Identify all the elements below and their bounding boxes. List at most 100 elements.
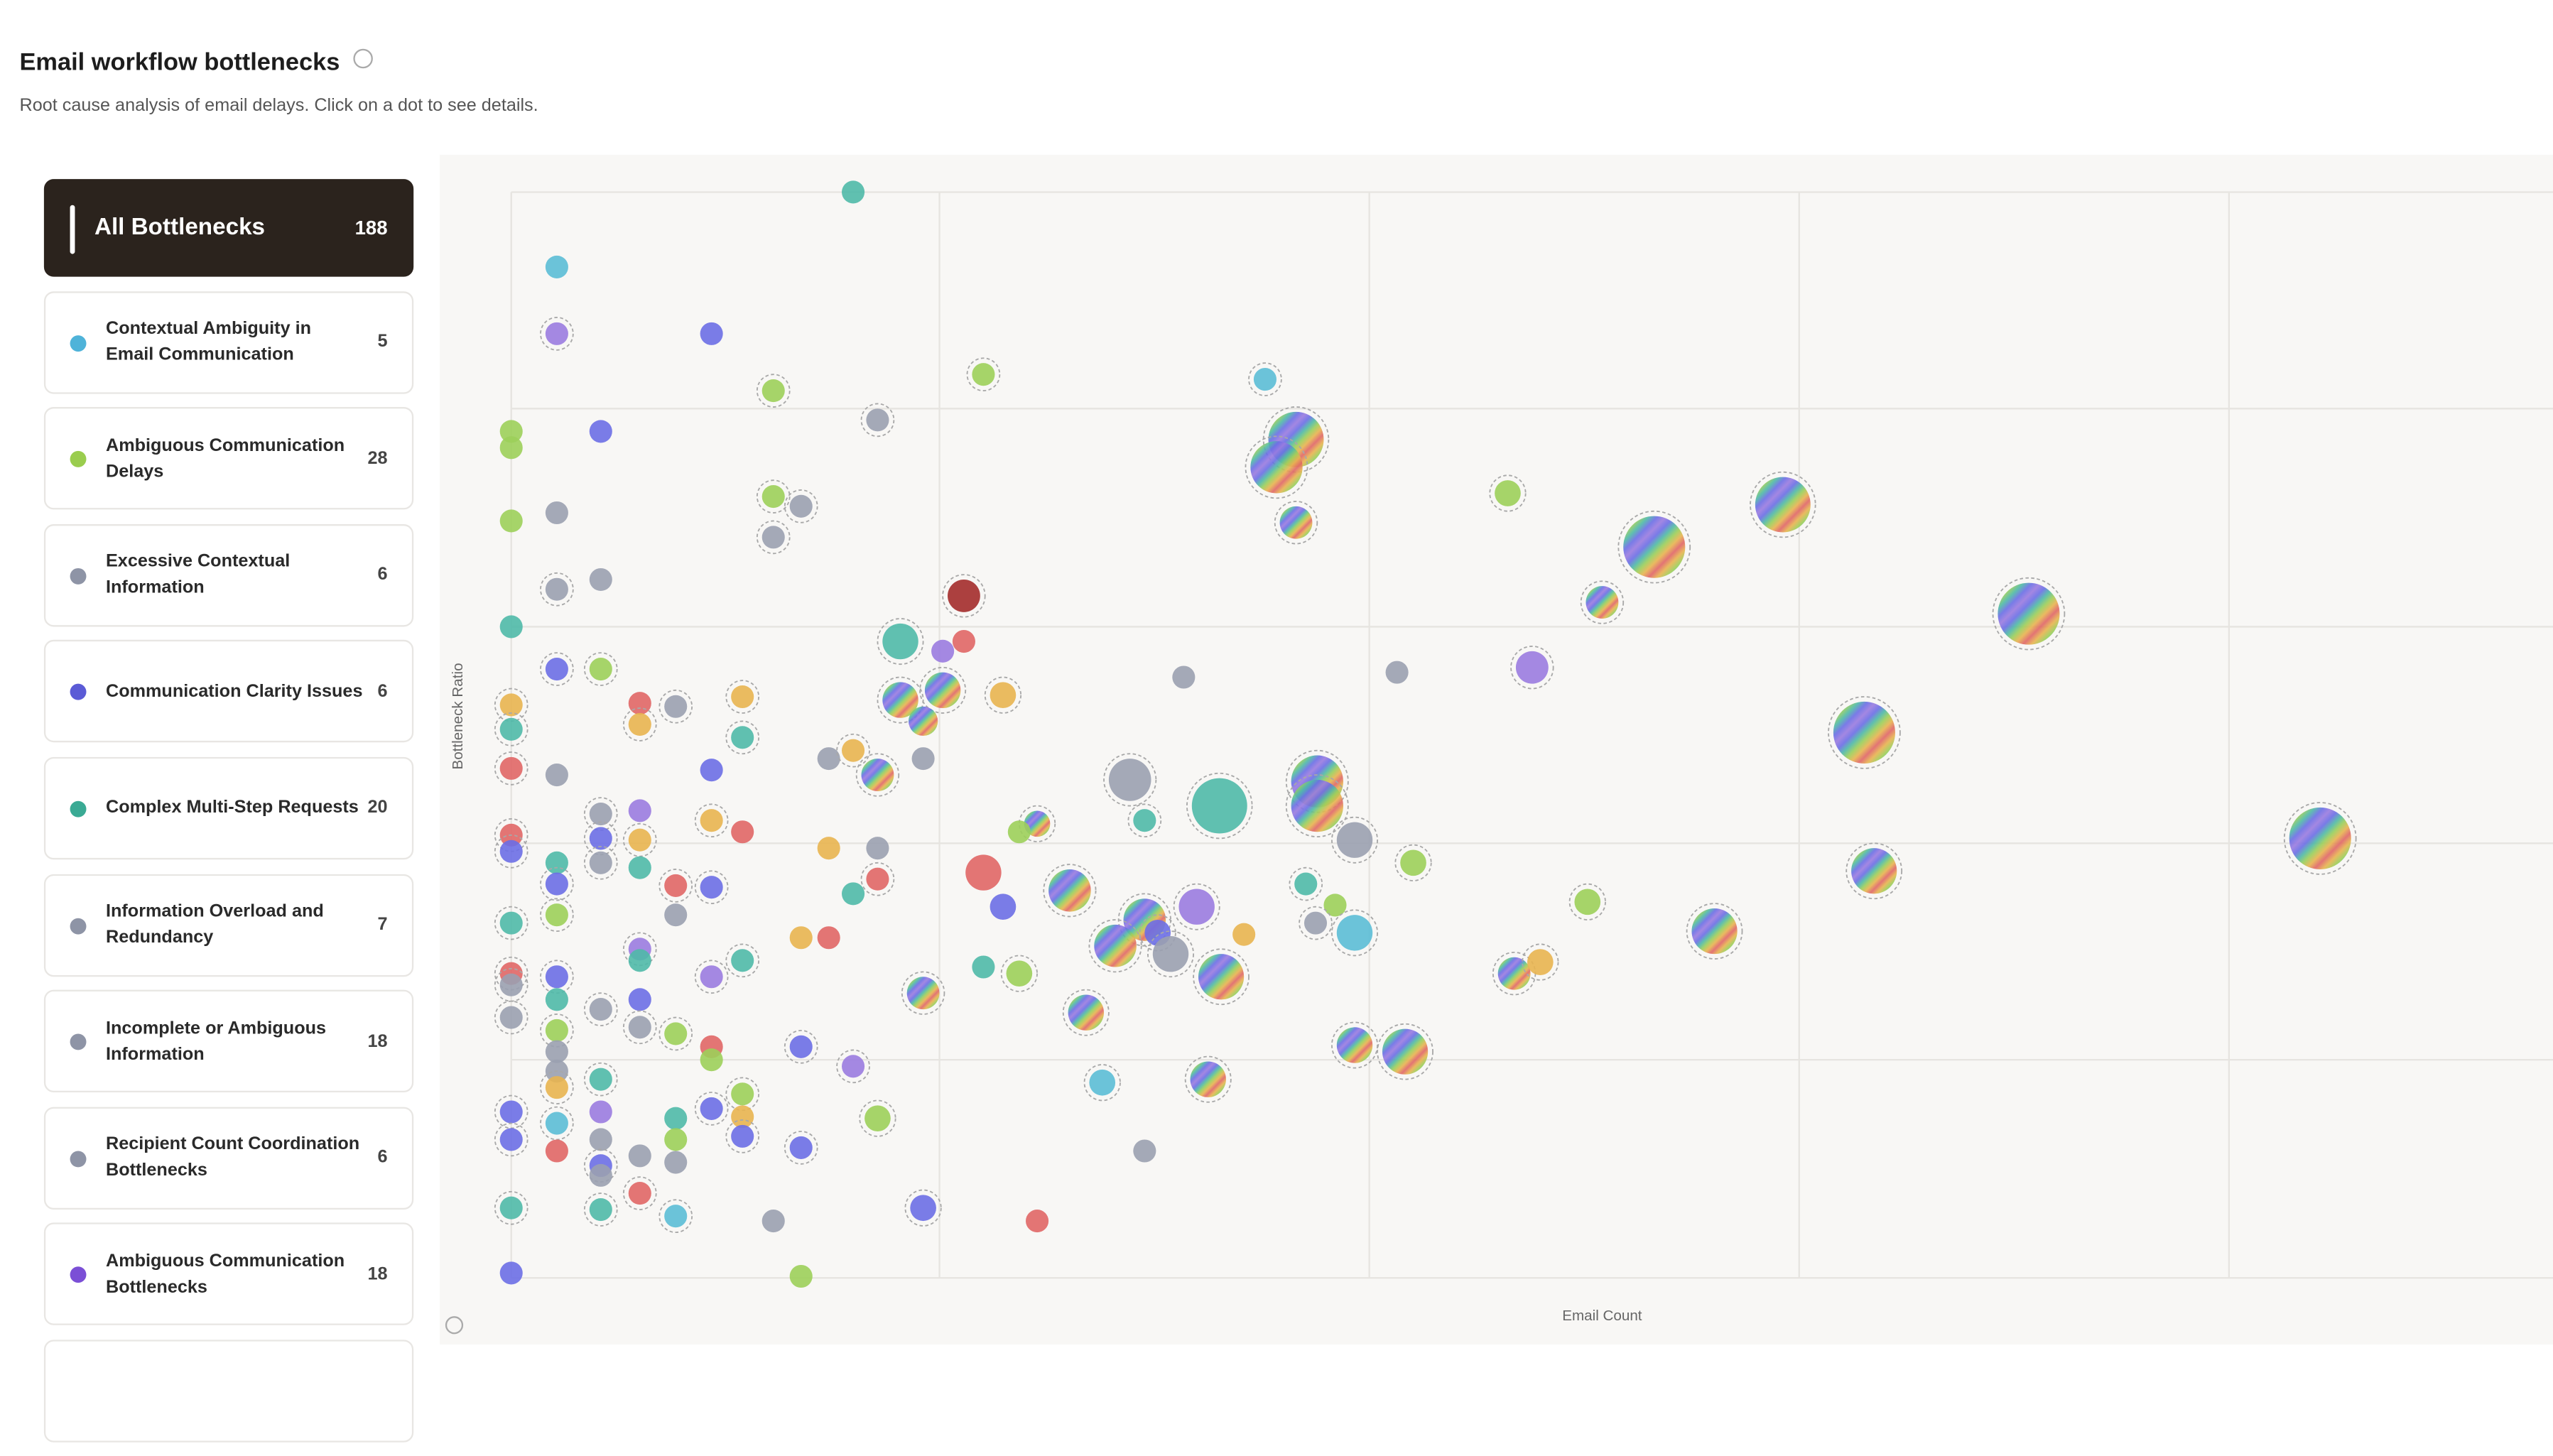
data-point[interactable]: [664, 1205, 688, 1228]
data-point[interactable]: [700, 1048, 723, 1072]
data-point[interactable]: [842, 739, 865, 762]
data-point[interactable]: [1586, 586, 1619, 619]
data-point[interactable]: [1089, 1069, 1116, 1096]
data-point[interactable]: [731, 949, 754, 972]
data-point[interactable]: [1291, 779, 1343, 832]
data-point[interactable]: [545, 851, 568, 874]
data-point[interactable]: [1253, 368, 1276, 391]
category-card[interactable]: Communication Clarity Issues 6: [43, 640, 414, 744]
category-card[interactable]: [43, 1340, 414, 1443]
data-point[interactable]: [545, 903, 568, 927]
data-point[interactable]: [1279, 506, 1313, 539]
data-point[interactable]: [1094, 924, 1137, 967]
data-point[interactable]: [589, 803, 612, 826]
data-point[interactable]: [910, 1195, 936, 1222]
data-point[interactable]: [1026, 1210, 1049, 1233]
data-point[interactable]: [664, 903, 688, 927]
data-point[interactable]: [1007, 820, 1031, 844]
data-point[interactable]: [499, 1100, 523, 1124]
data-point[interactable]: [545, 501, 568, 525]
data-point[interactable]: [990, 893, 1017, 920]
data-point[interactable]: [499, 756, 523, 780]
data-point[interactable]: [499, 1006, 523, 1029]
data-point[interactable]: [1998, 582, 2060, 645]
data-point[interactable]: [628, 1144, 651, 1168]
category-card[interactable]: Incomplete or Ambiguous Information 18: [43, 989, 414, 1093]
data-point[interactable]: [1336, 915, 1373, 951]
data-point[interactable]: [664, 874, 688, 897]
data-point[interactable]: [1294, 872, 1318, 896]
data-point[interactable]: [700, 965, 723, 989]
data-point[interactable]: [861, 759, 894, 791]
data-point[interactable]: [731, 1105, 754, 1129]
data-point[interactable]: [545, 577, 568, 601]
data-point[interactable]: [499, 717, 523, 741]
data-point[interactable]: [906, 977, 940, 1010]
data-point[interactable]: [545, 872, 568, 896]
data-point[interactable]: [1190, 1061, 1226, 1097]
data-point[interactable]: [545, 255, 568, 278]
data-point[interactable]: [499, 1261, 523, 1285]
data-point[interactable]: [589, 851, 612, 874]
data-point[interactable]: [1172, 665, 1196, 689]
data-point[interactable]: [1152, 935, 1189, 972]
data-point[interactable]: [1108, 759, 1151, 801]
data-point[interactable]: [589, 420, 612, 443]
data-point[interactable]: [589, 1197, 612, 1222]
data-point[interactable]: [924, 672, 961, 709]
data-point[interactable]: [499, 509, 523, 533]
data-point[interactable]: [499, 615, 523, 639]
data-point[interactable]: [1495, 480, 1521, 506]
data-point[interactable]: [1198, 954, 1245, 1000]
data-point[interactable]: [1691, 908, 1738, 955]
data-point[interactable]: [882, 682, 918, 718]
data-point[interactable]: [589, 658, 612, 681]
data-point[interactable]: [731, 685, 754, 709]
data-point[interactable]: [990, 682, 1017, 709]
data-point[interactable]: [789, 1264, 813, 1288]
data-point[interactable]: [842, 1055, 865, 1078]
data-point[interactable]: [1336, 822, 1373, 858]
data-point[interactable]: [911, 747, 935, 771]
data-point[interactable]: [1250, 441, 1303, 494]
data-point[interactable]: [700, 759, 723, 782]
data-point[interactable]: [589, 567, 612, 592]
category-card[interactable]: Information Overload and Redundancy 7: [43, 873, 414, 977]
data-point[interactable]: [1851, 848, 1897, 894]
data-point[interactable]: [1515, 651, 1549, 684]
data-point[interactable]: [589, 998, 612, 1021]
data-point[interactable]: [1191, 778, 1247, 834]
category-card[interactable]: Complex Multi-Step Requests 20: [43, 756, 414, 860]
data-point[interactable]: [1068, 994, 1105, 1031]
data-point[interactable]: [2289, 807, 2351, 869]
data-point[interactable]: [664, 695, 688, 718]
data-point[interactable]: [1323, 893, 1347, 917]
data-point[interactable]: [545, 1112, 568, 1135]
data-point[interactable]: [842, 882, 865, 906]
data-point[interactable]: [1133, 1139, 1156, 1163]
data-point[interactable]: [789, 1136, 813, 1159]
data-point[interactable]: [965, 854, 1002, 891]
data-point[interactable]: [1400, 849, 1426, 876]
data-point[interactable]: [761, 379, 785, 403]
data-point[interactable]: [589, 827, 612, 850]
data-point[interactable]: [1303, 911, 1328, 935]
data-point[interactable]: [817, 926, 840, 950]
data-point[interactable]: [761, 1210, 785, 1233]
data-point[interactable]: [1006, 960, 1033, 987]
data-point[interactable]: [866, 408, 889, 432]
data-point[interactable]: [952, 630, 975, 653]
data-point[interactable]: [731, 726, 754, 749]
data-point[interactable]: [1527, 949, 1554, 975]
data-point[interactable]: [545, 1139, 568, 1163]
data-point[interactable]: [1833, 701, 1895, 764]
data-point[interactable]: [866, 867, 889, 891]
data-point[interactable]: [731, 1082, 754, 1106]
data-point[interactable]: [545, 1076, 568, 1099]
data-point[interactable]: [628, 1182, 651, 1205]
info-icon[interactable]: [352, 48, 373, 69]
data-point[interactable]: [761, 485, 785, 509]
category-card[interactable]: Ambiguous Communication Delays 28: [43, 407, 414, 510]
data-point[interactable]: [908, 706, 938, 737]
data-point[interactable]: [628, 712, 651, 737]
